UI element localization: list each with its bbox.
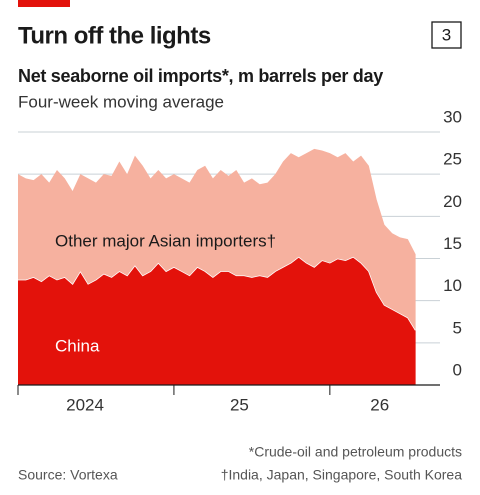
y-tick-label: 5 — [453, 318, 462, 337]
chart-note: Four-week moving average — [18, 92, 224, 111]
chart-subtitle: Net seaborne oil imports*, m barrels per… — [18, 66, 383, 86]
x-tick-label: 26 — [370, 395, 389, 414]
y-tick-label: 30 — [443, 107, 462, 126]
source: Source: Vortexa — [18, 467, 118, 483]
y-tick-label: 20 — [443, 192, 462, 211]
y-tick-label: 10 — [443, 276, 462, 295]
areas — [18, 148, 417, 385]
brand-bar — [18, 0, 70, 7]
y-tick-label: 15 — [443, 234, 462, 253]
series-label: Other major Asian importers† — [55, 231, 276, 250]
y-tick-label: 0 — [453, 360, 462, 379]
chart-title: Turn off the lights — [18, 22, 211, 49]
x-tick-label: 25 — [230, 395, 249, 414]
series-label: China — [55, 336, 100, 355]
area — [18, 256, 416, 385]
chart-number-box — [431, 21, 462, 49]
x-tick-label: 2024 — [66, 395, 104, 414]
axes: 0 5 10 15 20 25 30 2024 25 26 — [17, 107, 462, 414]
area — [18, 148, 416, 331]
chart-number: 3 — [442, 25, 451, 44]
y-tick-label: 25 — [443, 150, 462, 169]
footnote: †India, Japan, Singapore, South Korea — [221, 467, 463, 483]
footnote: *Crude-oil and petroleum products — [249, 444, 462, 460]
